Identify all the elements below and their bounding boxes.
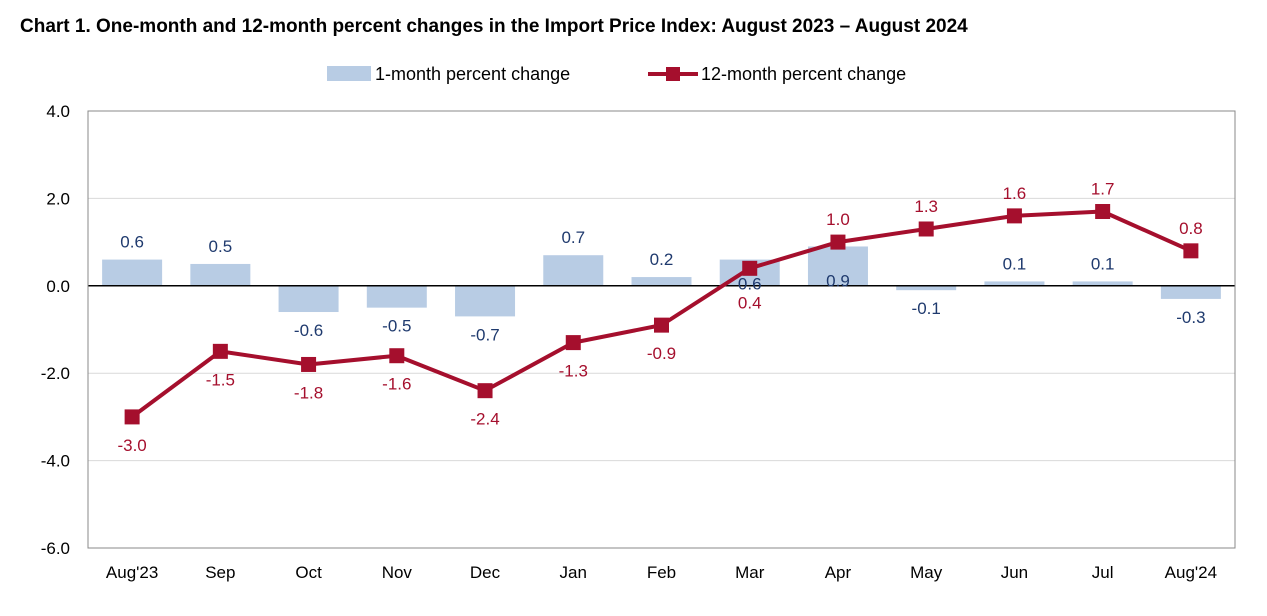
bar-value-label: -0.1 — [912, 299, 941, 318]
bar-value-label: 0.9 — [826, 271, 850, 290]
bar-value-label: -0.7 — [470, 325, 499, 344]
line-value-label: 0.8 — [1179, 219, 1203, 238]
line-value-label: -2.4 — [470, 410, 499, 429]
legend-swatch-1-month — [327, 66, 371, 81]
bar — [1072, 281, 1133, 286]
y-tick-label: -6.0 — [41, 539, 70, 558]
bar-value-label: -0.3 — [1176, 308, 1205, 327]
line-marker — [212, 343, 228, 359]
bar-value-label: 0.5 — [209, 237, 233, 256]
x-tick-label: Aug'23 — [106, 563, 158, 582]
line-marker — [301, 356, 317, 372]
y-tick-label: -2.0 — [41, 364, 70, 383]
bar — [190, 263, 251, 286]
bar — [807, 246, 868, 286]
bar-value-label: -0.6 — [294, 321, 323, 340]
line-value-label: -1.8 — [294, 383, 323, 402]
line-marker — [742, 260, 758, 276]
bar — [1160, 285, 1221, 299]
line-value-label: 0.4 — [738, 293, 762, 312]
line-value-label: 1.3 — [914, 197, 938, 216]
x-tick-label: Mar — [735, 563, 765, 582]
bar-value-label: 0.6 — [120, 233, 144, 252]
legend-marker-12-month — [666, 67, 680, 81]
bar-value-label: -0.5 — [382, 317, 411, 336]
bar-value-label: 0.1 — [1091, 254, 1115, 273]
line-value-label: 1.0 — [826, 210, 850, 229]
y-tick-label: 0.0 — [46, 277, 70, 296]
x-tick-label: Jan — [560, 563, 587, 582]
x-tick-label: Apr — [825, 563, 852, 582]
chart-title: Chart 1. One-month and 12-month percent … — [20, 16, 968, 37]
x-tick-label: Jul — [1092, 563, 1114, 582]
x-tick-label: Feb — [647, 563, 676, 582]
line-marker — [565, 335, 581, 351]
line-marker — [654, 317, 669, 333]
line-marker — [1095, 204, 1111, 220]
y-tick-label: 2.0 — [46, 189, 70, 208]
bar — [278, 285, 339, 313]
bar — [455, 285, 516, 317]
line-marker — [830, 234, 846, 250]
line-marker — [124, 409, 140, 425]
line-value-label: -1.3 — [559, 362, 588, 381]
bar — [896, 285, 957, 291]
x-tick-label: Nov — [382, 563, 413, 582]
line-marker — [1183, 243, 1199, 259]
x-tick-label: Sep — [205, 563, 235, 582]
legend-label-12-month: 12-month percent change — [701, 64, 906, 84]
bar-value-label: 0.2 — [650, 250, 674, 269]
line-marker — [918, 221, 934, 237]
y-tick-label: 4.0 — [46, 102, 70, 121]
line-value-label: -1.5 — [206, 370, 235, 389]
x-tick-label: Dec — [470, 563, 501, 582]
bar — [102, 259, 163, 286]
bar-value-label: 0.6 — [738, 275, 762, 294]
x-tick-label: Oct — [295, 563, 322, 582]
bar — [984, 281, 1045, 286]
bar — [543, 255, 604, 286]
line-marker — [1006, 208, 1022, 224]
plot-area — [87, 110, 1236, 549]
line-value-label: -1.6 — [382, 375, 411, 394]
line-marker — [389, 348, 405, 364]
x-tick-label: May — [910, 563, 943, 582]
line-value-label: -0.9 — [647, 344, 676, 363]
line-value-label: 1.6 — [1003, 184, 1027, 203]
y-tick-label: -4.0 — [41, 452, 70, 471]
bar-value-label: 0.1 — [1003, 254, 1027, 273]
line-value-label: 1.7 — [1091, 180, 1115, 199]
line-series-12-month — [130, 209, 1192, 419]
legend-label-1-month: 1-month percent change — [375, 64, 570, 84]
x-tick-label: Aug'24 — [1165, 563, 1217, 582]
line-value-label: -3.0 — [117, 436, 146, 455]
bar — [631, 277, 692, 286]
bar — [366, 285, 427, 308]
line-marker — [477, 383, 493, 399]
x-tick-label: Jun — [1001, 563, 1028, 582]
bar-value-label: 0.7 — [561, 228, 585, 247]
